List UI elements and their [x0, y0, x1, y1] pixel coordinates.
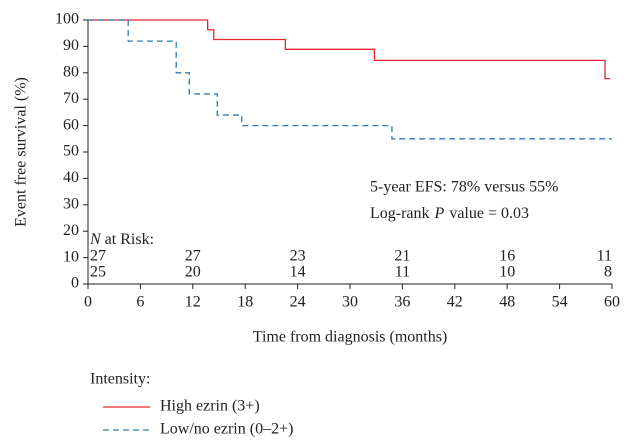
x-tick-label: 6	[136, 294, 144, 311]
x-tick-label: 12	[185, 294, 201, 311]
annotation-part: Log-rank	[370, 205, 430, 222]
y-tick-label: 30	[63, 195, 79, 212]
risk-label-part: at Risk:	[105, 231, 154, 248]
y-tick-label: 100	[55, 11, 79, 28]
at-risk-count: 20	[185, 264, 201, 281]
at-risk-count: 16	[499, 248, 515, 265]
survival-line	[88, 19, 611, 80]
risk-label-part: N	[89, 231, 102, 248]
at-risk-count: 27	[185, 248, 201, 265]
legend-label: Low/no ezrin (0–2+)	[160, 421, 293, 438]
y-tick-label: 50	[63, 143, 79, 160]
legend-label: High ezrin (3+)	[160, 398, 260, 415]
y-tick-label: 0	[71, 275, 79, 292]
y-tick-label: 80	[63, 63, 79, 80]
y-tick-label: 10	[63, 248, 79, 265]
x-tick-label: 0	[84, 294, 92, 311]
at-risk-count: 8	[604, 264, 612, 281]
at-risk-count: 21	[394, 248, 410, 265]
x-axis-title: Time from diagnosis (months)	[253, 329, 448, 346]
y-tick-label: 60	[63, 116, 79, 133]
at-risk-count: 14	[290, 264, 306, 281]
legend-title: Intensity:	[90, 371, 150, 388]
y-axis-title: Event free survival (%)	[13, 77, 30, 227]
at-risk-count: 11	[597, 248, 612, 265]
x-tick-label: 54	[552, 294, 568, 311]
survival-line	[88, 19, 612, 140]
y-tick-label: 40	[63, 169, 79, 186]
x-tick-label: 48	[499, 294, 515, 311]
annotation-part: P	[434, 205, 445, 222]
y-tick-label: 20	[63, 222, 79, 239]
x-tick-label: 42	[447, 294, 463, 311]
at-risk-count: 23	[290, 248, 306, 265]
x-tick-label: 30	[342, 294, 358, 311]
x-tick-label: 36	[394, 294, 410, 311]
x-tick-label: 24	[290, 294, 306, 311]
at-risk-count: 25	[90, 264, 106, 281]
x-tick-label: 18	[237, 294, 253, 311]
at-risk-count: 27	[90, 248, 106, 265]
at-risk-count: 11	[395, 264, 410, 281]
annotation-part: value = 0.03	[449, 205, 529, 222]
at-risk-count: 10	[499, 264, 515, 281]
x-tick-label: 60	[604, 294, 620, 311]
y-tick-label: 90	[63, 37, 79, 54]
y-tick-label: 70	[63, 90, 79, 107]
annotation: 5-year EFS: 78% versus 55%	[370, 179, 558, 196]
